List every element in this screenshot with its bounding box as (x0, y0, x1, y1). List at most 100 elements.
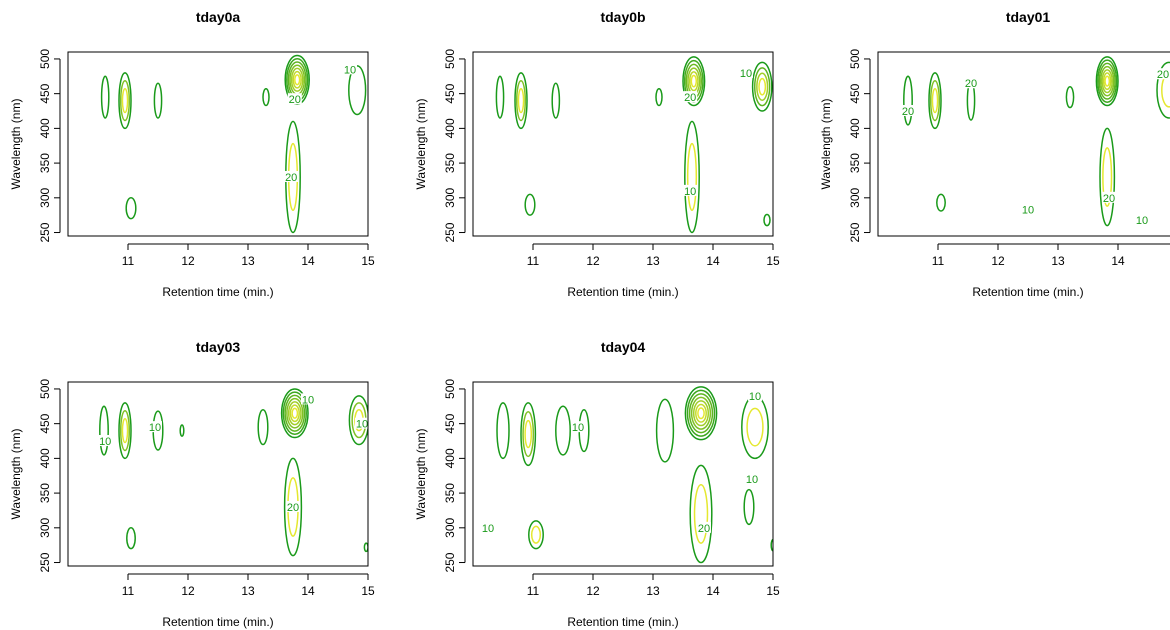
y-tick-label: 300 (38, 187, 52, 207)
x-axis-label: Retention time (min.) (567, 285, 678, 299)
contour-level (1095, 56, 1119, 107)
contour-level (690, 74, 698, 88)
contour-level (1097, 59, 1118, 103)
contour-level (348, 65, 367, 116)
contour-label: 20 (287, 502, 299, 514)
y-tick-label: 400 (443, 118, 457, 138)
contour-level (929, 80, 941, 122)
contour-level (931, 87, 939, 114)
contour-level (1098, 62, 1116, 100)
contour-level (756, 72, 769, 101)
contour-label: 20 (684, 92, 696, 104)
chart-title: tday03 (196, 339, 241, 355)
y-tick-label: 400 (38, 448, 52, 468)
x-tick-label: 12 (991, 254, 1005, 268)
x-tick-label: 12 (586, 254, 600, 268)
plot-box (472, 381, 774, 567)
x-axis-label: Retention time (min.) (567, 615, 678, 629)
contour-level (1065, 85, 1075, 109)
contour-level (524, 193, 536, 216)
y-axis-label: Wavelength (nm) (414, 429, 428, 520)
contour-level (119, 80, 131, 122)
plot-box (67, 381, 369, 567)
contour-label: 20 (902, 106, 914, 118)
y-axis-label: Wavelength (nm) (9, 429, 23, 520)
contour-level (528, 520, 544, 550)
y-tick-label: 250 (443, 222, 457, 242)
y-tick-label: 350 (443, 153, 457, 173)
x-tick-label: 11 (932, 254, 945, 268)
plot-box (877, 51, 1170, 237)
contour-level (522, 411, 535, 458)
x-tick-label: 15 (766, 584, 780, 598)
contour-level (690, 396, 712, 430)
y-axis-label: Wavelength (nm) (414, 99, 428, 190)
y-tick-label: 300 (38, 517, 52, 537)
contour-level (179, 424, 185, 437)
x-tick-label: 11 (527, 254, 540, 268)
contour-level (153, 82, 163, 119)
contour-level (686, 142, 698, 212)
contour-level (697, 407, 705, 420)
contour-label: 10 (149, 422, 161, 434)
plot-box (67, 51, 369, 237)
x-tick-label: 15 (361, 584, 375, 598)
y-tick-label: 500 (443, 379, 457, 399)
y-tick-label: 400 (443, 448, 457, 468)
y-tick-label: 250 (848, 222, 862, 242)
contour-level (692, 400, 710, 427)
x-tick-label: 12 (181, 584, 195, 598)
contour-label: 10 (740, 68, 752, 80)
contour-level (1102, 72, 1112, 91)
contour-level (289, 404, 300, 423)
y-tick-label: 250 (443, 552, 457, 572)
contour-level (758, 77, 767, 96)
contour-level (770, 538, 773, 552)
contour-level (746, 407, 764, 447)
contour-level (682, 56, 706, 107)
panel-tday01: tday012020102010201112131415250300350400… (819, 9, 1170, 299)
x-tick-label: 13 (646, 254, 660, 268)
chart-title: tday0b (600, 9, 645, 25)
y-tick-label: 300 (443, 187, 457, 207)
contour-level (495, 75, 505, 119)
y-tick-label: 500 (38, 49, 52, 69)
contour-level (684, 120, 700, 234)
contour-level (126, 527, 136, 550)
y-tick-label: 450 (848, 83, 862, 103)
y-tick-label: 350 (38, 483, 52, 503)
y-tick-label: 500 (38, 379, 52, 399)
contour-level (125, 197, 137, 220)
x-tick-label: 14 (301, 584, 315, 598)
contour-level (515, 80, 527, 122)
contour-label: 10 (684, 186, 696, 198)
y-tick-label: 500 (443, 49, 457, 69)
contour-level (291, 407, 299, 419)
x-tick-label: 13 (241, 584, 255, 598)
contour-lines (903, 56, 1170, 227)
y-tick-label: 300 (848, 187, 862, 207)
contour-level (684, 386, 718, 441)
contour-level (1102, 147, 1113, 207)
contour-level (551, 82, 561, 119)
x-tick-label: 12 (181, 254, 195, 268)
contour-level (743, 488, 755, 526)
contour-level (753, 67, 771, 107)
y-tick-label: 500 (848, 49, 862, 69)
y-tick-label: 450 (38, 83, 52, 103)
contour-label: 20 (1157, 69, 1169, 81)
contour-level (695, 403, 707, 423)
contour-level (118, 402, 132, 460)
y-tick-label: 350 (848, 153, 862, 173)
x-tick-label: 11 (122, 254, 135, 268)
contour-level (286, 397, 304, 429)
contour-label: 10 (482, 523, 494, 535)
contour-level (741, 395, 769, 460)
contour-level (283, 457, 303, 557)
y-tick-label: 400 (38, 118, 52, 138)
contour-level (555, 405, 571, 456)
contour-level (686, 389, 716, 437)
contour-level (262, 88, 270, 107)
contour-level (99, 405, 109, 456)
